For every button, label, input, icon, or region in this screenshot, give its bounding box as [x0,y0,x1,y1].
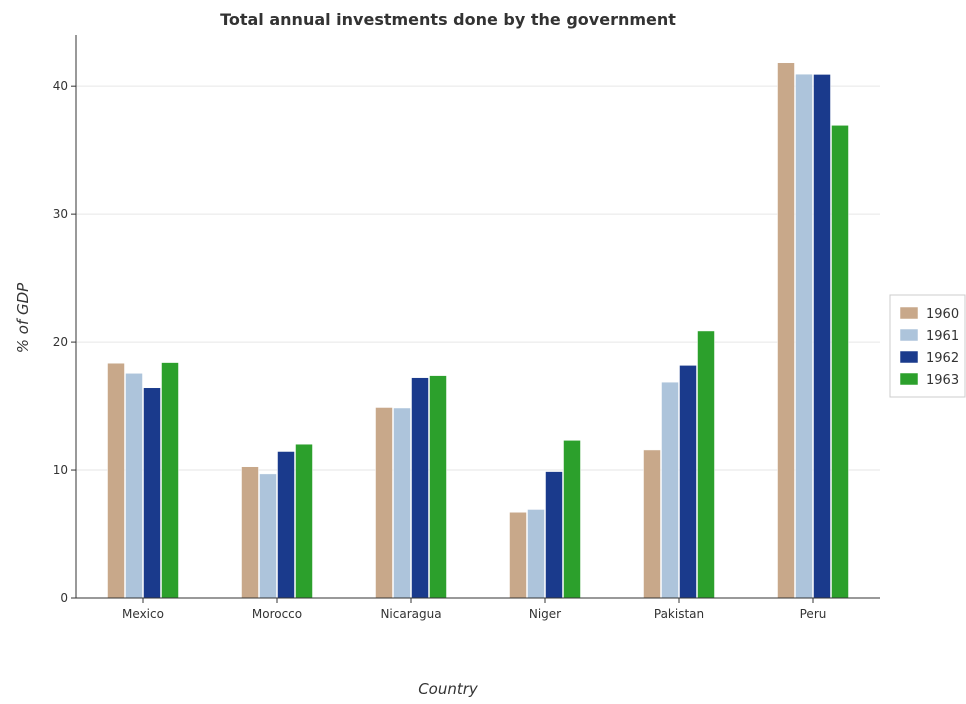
bar-1962-nicaragua [411,377,429,599]
bar-1963-peru [831,125,849,599]
bar-1961-mexico [125,373,143,599]
bar-1962-niger [545,471,563,599]
bar-1960-peru [777,62,795,599]
legend-swatch-1962 [899,350,919,364]
bar-1960-niger [509,512,527,599]
chart-title: Total annual investments done by the gov… [220,10,676,29]
legend-label-1962: 1962 [926,351,959,366]
bar-1960-morocco [241,466,259,599]
y-tick-label: 10 [53,463,68,477]
x-tick-label: Peru [800,607,827,621]
bar-1962-peru [813,74,831,599]
legend-swatch-1960 [899,306,919,320]
y-tick-label: 40 [53,79,68,93]
bar-1962-pakistan [679,365,697,599]
bar-1961-pakistan [661,381,679,599]
legend-label-1963: 1963 [926,373,959,388]
x-tick-label: Niger [529,607,561,621]
bar-1960-mexico [107,362,125,599]
bar-1963-morocco [295,443,313,599]
legend-swatch-1963 [899,372,919,386]
legend: 1960 1961 1962 1963 [889,294,966,398]
legend-label-1960: 1960 [926,307,959,322]
y-axis-label: % of GDP [14,282,32,353]
bar-1960-pakistan [643,449,661,599]
bar-1961-nicaragua [393,407,411,599]
legend-label-1961: 1961 [926,329,959,344]
x-tick-label: Pakistan [654,607,704,621]
x-tick-label: Morocco [252,607,302,621]
bar-1962-morocco [277,451,295,599]
bar-1962-mexico [143,387,161,599]
axes: 0 10 20 30 40 Mexico Morocco Nicaragua Niger Paki… [53,35,880,621]
y-tick-label: 20 [53,335,68,349]
legend-swatch-1961 [899,328,919,342]
x-tick-label: Nicaragua [380,607,441,621]
bar-1961-niger [527,509,545,599]
bar-1963-nicaragua [429,375,447,599]
bar-1961-peru [795,73,813,599]
x-tick-label: Mexico [122,607,164,621]
bar-1961-morocco [259,473,277,599]
bar-1960-nicaragua [375,407,393,599]
bars [107,62,849,599]
bar-1963-mexico [161,362,179,599]
x-axis-label: Country [418,680,479,698]
y-tick-label: 0 [60,591,68,605]
y-tick-label: 30 [53,207,68,221]
bar-1963-pakistan [697,330,715,599]
bar-1963-niger [563,440,581,599]
